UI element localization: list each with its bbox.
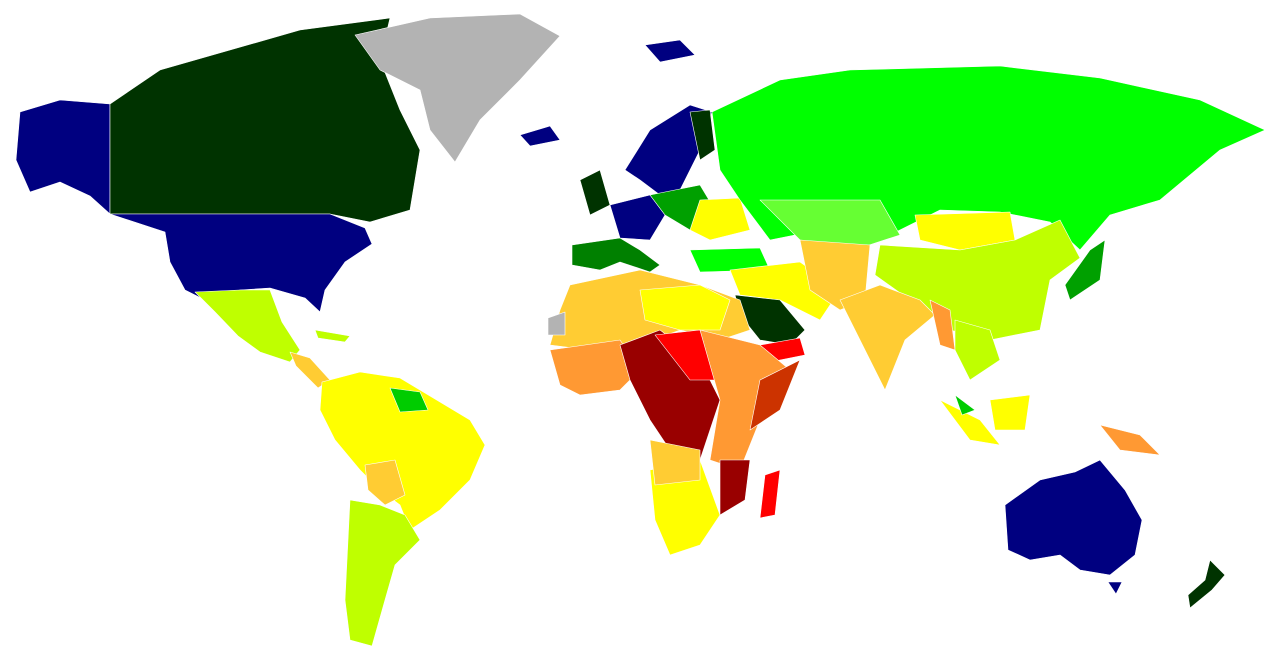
borneo xyxy=(989,394,1031,431)
japan xyxy=(1064,239,1106,301)
bolivia xyxy=(364,459,406,506)
greenland xyxy=(354,13,561,163)
western-europe xyxy=(609,194,666,241)
india xyxy=(839,284,936,391)
alaska xyxy=(15,99,111,215)
somalia xyxy=(749,359,801,431)
finland xyxy=(689,109,716,161)
iceland xyxy=(519,125,561,147)
guianas xyxy=(389,387,429,413)
cuba xyxy=(314,329,351,343)
kazakhstan xyxy=(759,199,901,249)
madagascar xyxy=(759,469,781,519)
sahel-yellow xyxy=(639,284,731,331)
svalbard xyxy=(644,39,696,63)
east-africa xyxy=(699,329,791,471)
west-sahara xyxy=(547,311,566,336)
eastern-europe xyxy=(689,197,751,241)
malaysia xyxy=(954,394,976,416)
southern-cone xyxy=(344,499,421,647)
southeast-asia xyxy=(954,319,1001,381)
iberia-italy xyxy=(571,237,661,273)
angola-zambia xyxy=(649,439,701,486)
south-america-north xyxy=(319,371,486,531)
usa xyxy=(109,213,373,313)
australia xyxy=(1004,459,1143,576)
mozambique xyxy=(719,459,751,516)
tasmania xyxy=(1107,581,1123,595)
west-africa xyxy=(549,339,641,396)
papua xyxy=(1099,424,1161,456)
new-zealand xyxy=(1187,559,1226,609)
